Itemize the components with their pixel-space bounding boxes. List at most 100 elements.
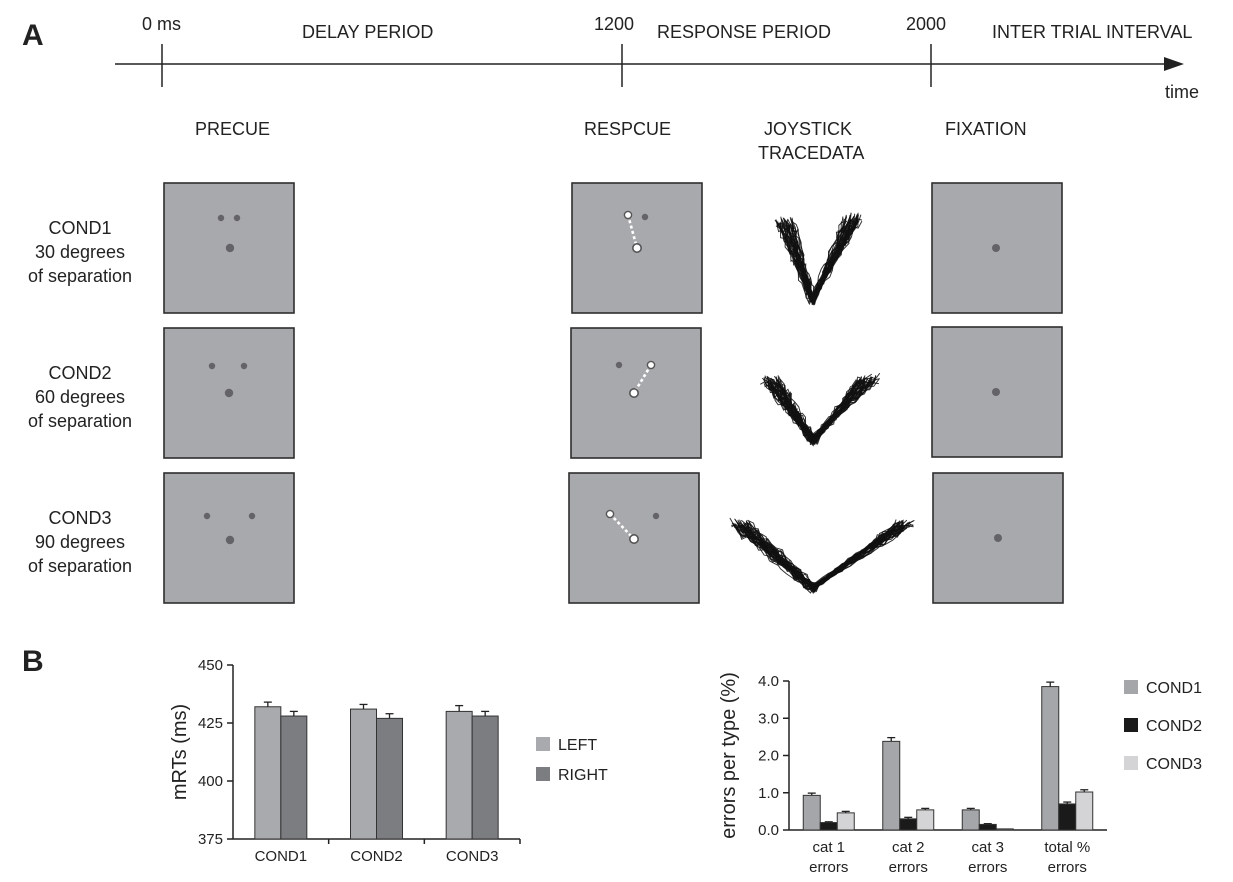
response-cue-line	[609, 513, 635, 540]
fixation-box-cond1	[931, 182, 1063, 314]
x-tick-label: cat 2	[892, 839, 925, 856]
joystick-trace	[769, 379, 866, 437]
joystick-traces-cond1	[774, 212, 863, 306]
cond2-name: COND2	[48, 363, 111, 383]
target-dot-right	[248, 512, 256, 520]
y-tick-label: 3.0	[758, 710, 779, 727]
cued-target-dot	[623, 210, 633, 220]
joystick-trace	[740, 520, 903, 588]
legend-label: LEFT	[558, 737, 597, 754]
cond1-name: COND1	[48, 218, 111, 238]
precue-box-cond2	[163, 327, 295, 459]
delay-period-label: DELAY PERIOD	[302, 22, 433, 42]
panel-a-label: A	[22, 19, 44, 52]
y-tick-label: 2.0	[758, 748, 779, 765]
joystick-heading-line1: JOYSTICK	[764, 119, 852, 139]
bar-cond3	[916, 809, 935, 831]
joystick-trace	[736, 521, 897, 592]
fixation-box-cond3	[932, 472, 1064, 604]
joystick-trace	[769, 378, 881, 440]
cond3-line2: 90 degrees	[35, 532, 125, 552]
x-tick-label: COND1	[255, 848, 308, 865]
cond3-line3: of separation	[28, 556, 132, 576]
precue-box-cond1	[163, 182, 295, 314]
legend-swatch	[1124, 756, 1138, 770]
fixation-dot	[992, 244, 1000, 252]
cond3-name: COND3	[48, 508, 111, 528]
fixation-heading: FIXATION	[945, 119, 1027, 139]
legend-swatch	[1124, 718, 1138, 732]
joystick-trace	[783, 219, 851, 298]
response-period-label: RESPONSE PERIOD	[657, 22, 831, 42]
errors-bar-chart: 0.0 1.0 2.0 3.0 4.0 errors per type (%) cat 1 e…	[718, 672, 1202, 876]
cond1-line3: of separation	[28, 266, 132, 286]
bar-cond1	[1041, 686, 1060, 831]
x-tick-label: cat 3	[971, 839, 1004, 856]
timeline-mark-2000: 2000	[906, 14, 946, 34]
start-dot	[225, 535, 235, 545]
cond3-row	[163, 472, 1064, 604]
joystick-trace	[743, 523, 914, 591]
respcue-box-cond2	[570, 327, 702, 459]
joystick-trace	[734, 518, 900, 588]
bar-cond3	[836, 812, 855, 831]
target-dot-left	[615, 361, 623, 369]
target-dot-right	[240, 362, 248, 370]
fixation-dot	[994, 534, 1002, 542]
target-dot-left	[217, 214, 225, 222]
joystick-traces-cond2	[760, 372, 881, 447]
joystick-heading-line2: TRACEDATA	[758, 143, 864, 163]
bar-cond3	[995, 828, 1014, 831]
cond2-row	[163, 326, 1063, 459]
legend-label: COND2	[1146, 718, 1202, 735]
joystick-trace	[790, 220, 863, 296]
x-tick-label: errors	[889, 859, 928, 876]
condition-labels: COND1 30 degrees of separation COND2 60 …	[28, 218, 132, 576]
legend-label: RIGHT	[558, 767, 608, 784]
y-axis-title: mRTs (ms)	[169, 704, 191, 800]
target-dot-left	[208, 362, 216, 370]
joystick-traces-cond3	[729, 517, 915, 595]
bar-cond2	[978, 823, 997, 831]
y-tick-label: 375	[198, 831, 223, 848]
y-axis-title: errors per type (%)	[718, 672, 740, 839]
bar-cond2	[1058, 803, 1077, 831]
target-dot-right	[652, 512, 660, 520]
timeline-arrowhead	[1164, 57, 1184, 71]
precue-box-cond3	[163, 472, 295, 604]
timeline-mark-1200: 1200	[594, 14, 634, 34]
start-dot-cued	[628, 533, 639, 544]
x-tick-label: errors	[1048, 859, 1087, 876]
fixation-dot	[992, 388, 1000, 396]
bar-cond1	[961, 809, 980, 831]
timeline-mark-0: 0 ms	[142, 14, 181, 34]
bar-right	[471, 715, 499, 840]
joystick-trace	[735, 520, 901, 589]
bar-left	[254, 706, 282, 840]
bar-cond2	[819, 822, 838, 831]
x-tick-label: cat 1	[812, 839, 845, 856]
y-tick-label: 400	[198, 773, 223, 790]
timeline: 0 ms 1200 2000 DELAY PERIOD RESPONSE PER…	[115, 14, 1199, 102]
bar-cond2	[899, 818, 918, 831]
iti-label: INTER TRIAL INTERVAL	[992, 22, 1192, 42]
start-dot-cued	[628, 387, 639, 398]
bar-right	[376, 717, 403, 840]
cond1-line2: 30 degrees	[35, 242, 125, 262]
cond1-row	[163, 182, 1063, 314]
cond2-line3: of separation	[28, 411, 132, 431]
panel-b-label: B	[22, 645, 44, 678]
y-tick-label: 1.0	[758, 785, 779, 802]
cond2-line2: 60 degrees	[35, 387, 125, 407]
respcue-box-cond3	[568, 472, 700, 604]
y-tick-label: 450	[198, 657, 223, 674]
response-cue-line	[626, 214, 639, 249]
x-tick-label: total %	[1044, 839, 1090, 856]
bar-right	[280, 715, 308, 840]
x-tick-label: errors	[809, 859, 848, 876]
joystick-trace	[736, 521, 900, 591]
legend-swatch	[1124, 680, 1138, 694]
joystick-trace	[771, 378, 872, 446]
mrt-bar-chart: 375 400 425 450 mRTs (ms) COND1 COND2 COND3 LEFT…	[169, 657, 608, 865]
target-dot-right	[641, 213, 649, 221]
